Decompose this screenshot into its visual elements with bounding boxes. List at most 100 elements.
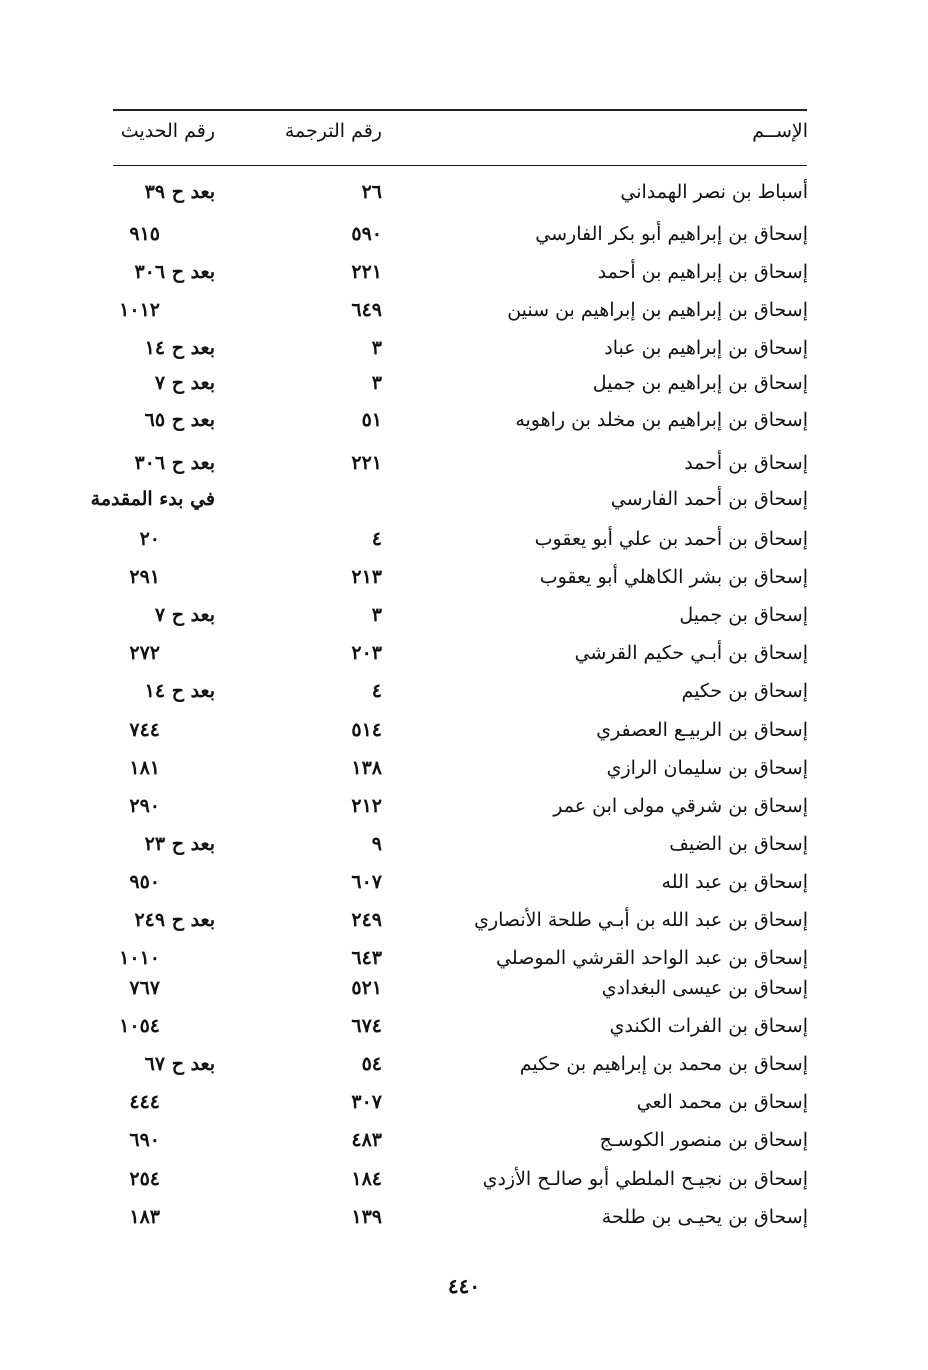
hadith-cell: ٩١٥ bbox=[129, 223, 160, 245]
name-cell: إسحاق بن إبراهيم بن إبراهيم بن سنين bbox=[507, 299, 808, 321]
hadith-cell: بعد ح ٣٠٦ bbox=[134, 261, 215, 283]
name-cell: إسحاق بن إبراهيم بن عباد bbox=[604, 337, 808, 359]
table-row: إسحاق بن إبراهيم أبو بكر الفارسي ٥٩٠ ٩١٥ bbox=[0, 217, 928, 251]
hadith-cell: ٧٦٧ bbox=[129, 977, 160, 999]
table-row: إسحاق بن حكيم ٤ بعد ح ١٤ bbox=[0, 674, 928, 708]
tarjama-cell: ٢٠٣ bbox=[351, 642, 382, 664]
name-cell: إسحاق بن عبد الواحد القرشي الموصلي bbox=[496, 947, 808, 969]
hadith-cell: ٢٧٢ bbox=[129, 642, 160, 664]
tarjama-cell: ٤ bbox=[371, 680, 382, 702]
hadith-cell: بعد ح ١٤ bbox=[144, 680, 215, 702]
hadith-cell: ٩٥٠ bbox=[129, 871, 160, 893]
tarjama-cell: ٢١٢ bbox=[351, 795, 382, 817]
table-row: إسحاق بن أحمد ٢٢١ بعد ح ٣٠٦ bbox=[0, 446, 928, 480]
tarjama-cell: ٥٢١ bbox=[351, 977, 382, 999]
table-row: إسحاق بن عبد الله ٦٠٧ ٩٥٠ bbox=[0, 865, 928, 899]
tarjama-cell: ٩ bbox=[371, 833, 382, 855]
table-row: إسحاق بن محمد بن إبراهيم بن حكيم ٥٤ بعد ح … bbox=[0, 1047, 928, 1081]
name-cell: إسحاق بن محمد بن إبراهيم بن حكيم bbox=[519, 1053, 808, 1075]
name-cell: إسحاق بن عبد الله bbox=[661, 871, 808, 893]
hadith-cell: بعد ح ١٤ bbox=[144, 337, 215, 359]
tarjama-cell: ٢٦ bbox=[361, 181, 382, 203]
tarjama-cell: ٦٤٩ bbox=[351, 299, 382, 321]
hadith-cell: ١٨١ bbox=[129, 757, 160, 779]
table-row: إسحاق بن إبراهيم بن إبراهيم بن سنين ٦٤٩ ١٠… bbox=[0, 293, 928, 327]
hadith-cell: بعد ح ٢٤٩ bbox=[134, 909, 215, 931]
hadith-cell: ٢٩١ bbox=[129, 566, 160, 588]
tarjama-cell: ٦٠٧ bbox=[351, 871, 382, 893]
header-tarjama: رقم الترجمة bbox=[284, 120, 382, 142]
tarjama-cell: ١٨٤ bbox=[351, 1168, 382, 1190]
tarjama-cell: ٤٨٣ bbox=[351, 1129, 382, 1151]
name-cell: إسحاق بن عيسى البغدادي bbox=[601, 977, 808, 999]
name-cell: إسحاق بن شرقي مولى ابن عمر bbox=[553, 795, 808, 817]
tarjama-cell: ٦٤٣ bbox=[351, 947, 382, 969]
tarjama-cell: ١٣٩ bbox=[351, 1206, 382, 1228]
top-rule bbox=[113, 109, 807, 111]
hadith-cell: ٢٩٠ bbox=[129, 795, 160, 817]
hadith-cell: بعد ح ٦٥ bbox=[144, 409, 215, 431]
name-cell: إسحاق بن عبد الله بن أبـي طلحة الأنصاري bbox=[474, 909, 808, 931]
table-row: أسباط بن نصر الهمداني ٢٦ بعد ح ٣٩ bbox=[0, 175, 928, 209]
tarjama-cell: ١٣٨ bbox=[351, 757, 382, 779]
hadith-cell: بعد ح ٣٩ bbox=[144, 181, 215, 203]
name-cell: إسحاق بن أبـي حكيم القرشي bbox=[574, 642, 808, 664]
hadith-cell: ١٠١٠ bbox=[119, 947, 160, 969]
hadith-cell: ١٠٥٤ bbox=[119, 1015, 160, 1037]
tarjama-cell: ٥٩٠ bbox=[351, 223, 382, 245]
tarjama-cell: ٣ bbox=[371, 337, 382, 359]
tarjama-cell: ٦٧٤ bbox=[351, 1015, 382, 1037]
hadith-cell: ٧٤٤ bbox=[129, 719, 160, 741]
name-cell: إسحاق بن بشر الكاهلي أبو يعقوب bbox=[539, 566, 808, 588]
hadith-cell: ١٠١٢ bbox=[119, 299, 160, 321]
hadith-cell: بعد ح ٧ bbox=[154, 604, 215, 626]
table-row: إسحاق بن نجيـح الملطي أبو صالـح الأزدي ١٨… bbox=[0, 1162, 928, 1196]
hadith-cell: بعد ح ٦٧ bbox=[144, 1053, 215, 1075]
tarjama-cell: ٢٤٩ bbox=[351, 909, 382, 931]
table-row: إسحاق بن جميل ٣ بعد ح ٧ bbox=[0, 598, 928, 632]
table-row: إسحاق بن الفرات الكندي ٦٧٤ ١٠٥٤ bbox=[0, 1009, 928, 1043]
table-row: إسحاق بن أحمد بن علي أبو يعقوب ٤ ٢٠ bbox=[0, 522, 928, 556]
name-cell: أسباط بن نصر الهمداني bbox=[620, 181, 808, 203]
table-row: إسحاق بن عيسى البغدادي ٥٢١ ٧٦٧ bbox=[0, 971, 928, 1005]
header-hadith: رقم الحديث bbox=[120, 120, 215, 142]
table-row: إسحاق بن منصور الكوسـج ٤٨٣ ٦٩٠ bbox=[0, 1123, 928, 1157]
tarjama-cell: ٢٢١ bbox=[351, 452, 382, 474]
tarjama-cell: ٢١٣ bbox=[351, 566, 382, 588]
table-row: إسحاق بن يحيـى بن طلحة ١٣٩ ١٨٣ bbox=[0, 1200, 928, 1234]
table-row: إسحاق بن شرقي مولى ابن عمر ٢١٢ ٢٩٠ bbox=[0, 789, 928, 823]
tarjama-cell: ٥٤ bbox=[361, 1053, 382, 1075]
name-cell: إسحاق بن الربيـع العصفري bbox=[596, 719, 808, 741]
table-row: إسحاق بن بشر الكاهلي أبو يعقوب ٢١٣ ٢٩١ bbox=[0, 560, 928, 594]
name-cell: إسحاق بن حكيم bbox=[681, 680, 808, 702]
table-row: إسحاق بن إبراهيم بن أحمد ٢٢١ بعد ح ٣٠٦ bbox=[0, 255, 928, 289]
hadith-cell: بعد ح ٧ bbox=[154, 372, 215, 394]
table-row: إسحاق بن إبراهيم بن مخلد بن راهويه ٥١ بعد … bbox=[0, 403, 928, 437]
tarjama-cell: ٥١ bbox=[361, 409, 382, 431]
table-row: إسحاق بن عبد الله بن أبـي طلحة الأنصاري ٢… bbox=[0, 903, 928, 937]
name-cell: إسحاق بن أحمد الفارسي bbox=[610, 488, 808, 510]
tarjama-cell: ٥١٤ bbox=[351, 719, 382, 741]
tarjama-cell: ٣ bbox=[371, 372, 382, 394]
name-cell: إسحاق بن أحمد bbox=[684, 452, 808, 474]
name-cell: إسحاق بن محمد العي bbox=[636, 1091, 808, 1113]
name-cell: إسحاق بن نجيـح الملطي أبو صالـح الأزدي bbox=[482, 1168, 808, 1190]
hadith-cell: ٢٠ bbox=[139, 528, 160, 550]
tarjama-cell: ٢٢١ bbox=[351, 261, 382, 283]
hadith-cell: ٢٥٤ bbox=[129, 1168, 160, 1190]
header-name: الإســم bbox=[752, 120, 808, 142]
name-cell: إسحاق بن سليمان الرازي bbox=[606, 757, 808, 779]
header-rule bbox=[113, 165, 807, 166]
name-cell: إسحاق بن جميل bbox=[679, 604, 808, 626]
tarjama-cell: ٣ bbox=[371, 604, 382, 626]
hadith-cell: ١٨٣ bbox=[129, 1206, 160, 1228]
name-cell: إسحاق بن إبراهيم بن جميل bbox=[592, 372, 808, 394]
table-row: إسحاق بن عبد الواحد القرشي الموصلي ٦٤٣ ١٠١… bbox=[0, 941, 928, 975]
table-row: إسحاق بن أحمد الفارسي في بدء المقدمة bbox=[0, 482, 928, 516]
name-cell: إسحاق بن منصور الكوسـج bbox=[599, 1129, 808, 1151]
table-row: إسحاق بن إبراهيم بن عباد ٣ بعد ح ١٤ bbox=[0, 331, 928, 365]
name-cell: إسحاق بن إبراهيم بن أحمد bbox=[597, 261, 808, 283]
name-cell: إسحاق بن الفرات الكندي bbox=[609, 1015, 808, 1037]
tarjama-cell: ٣٠٧ bbox=[351, 1091, 382, 1113]
name-cell: إسحاق بن إبراهيم أبو بكر الفارسي bbox=[535, 223, 808, 245]
